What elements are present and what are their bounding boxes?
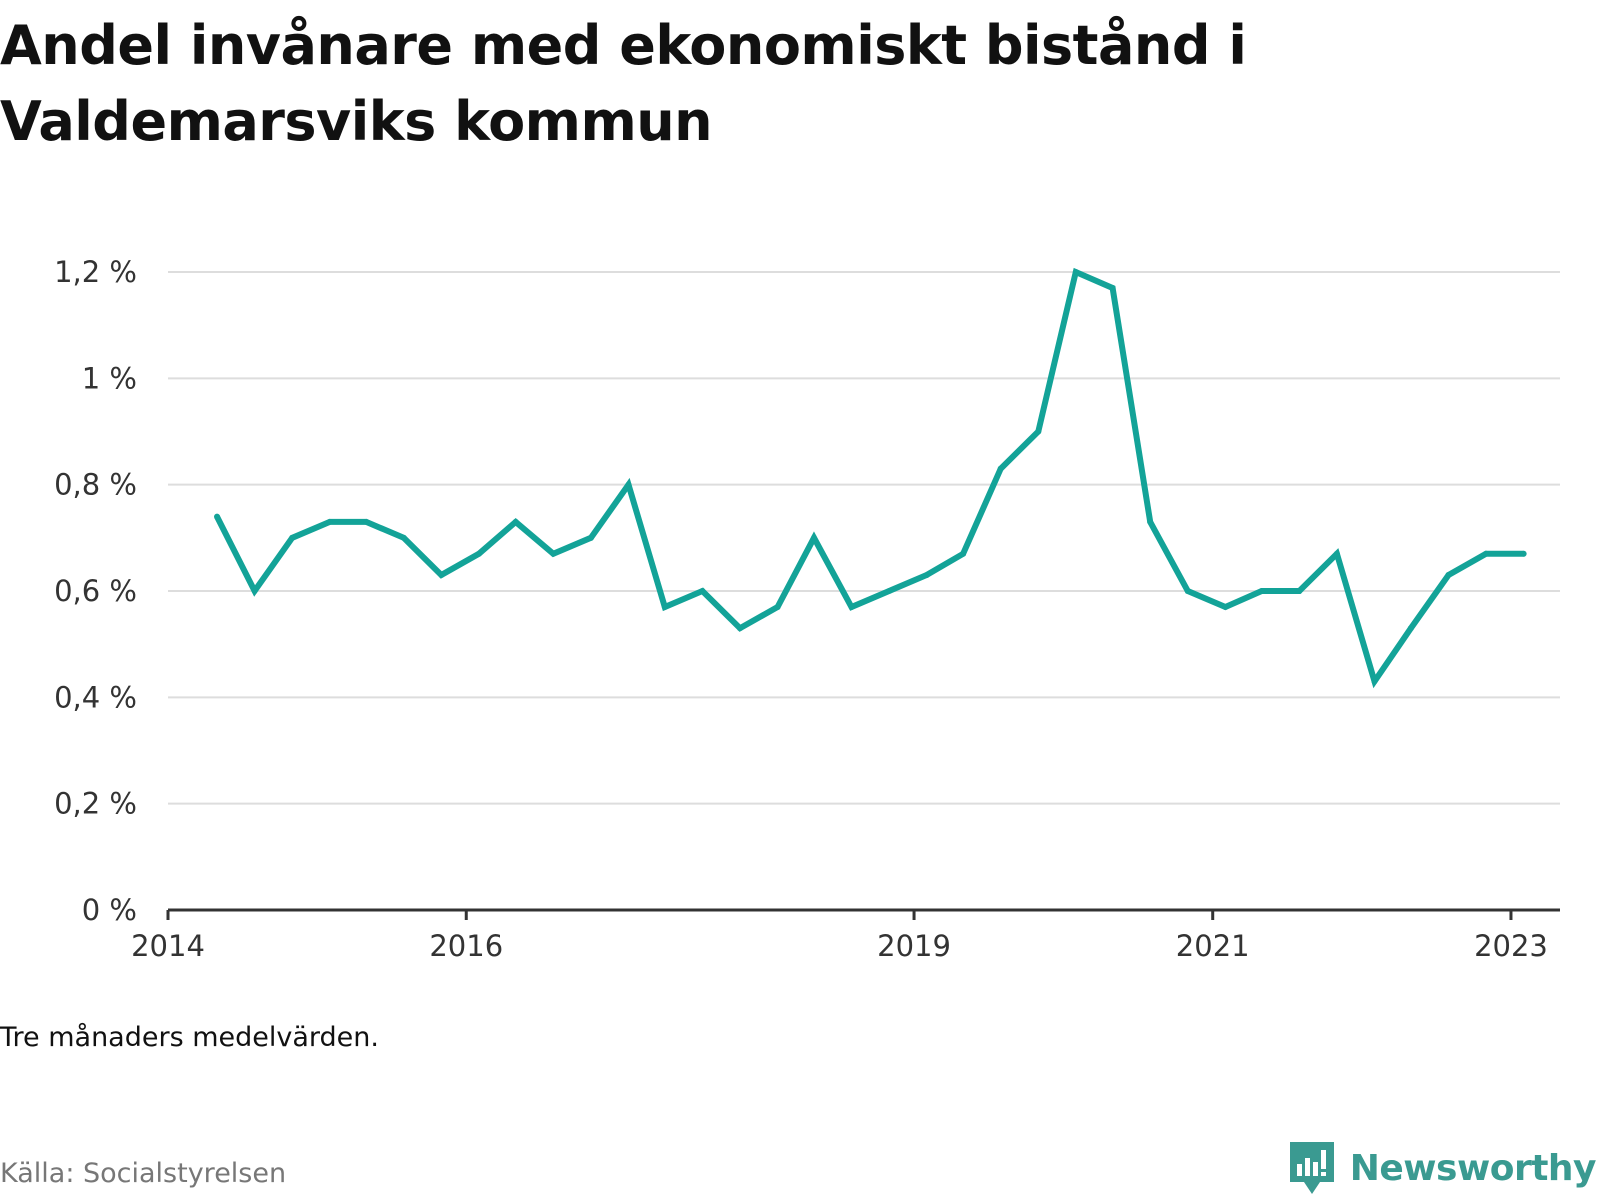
source-text: Källa: Socialstyrelsen: [0, 1158, 287, 1189]
series-layer: [214, 267, 1527, 689]
x-tick-label: 2023: [1474, 929, 1548, 963]
y-tick-label: 0,6 %: [54, 574, 137, 608]
data-point: [886, 588, 893, 594]
gridlines: [168, 271, 1560, 805]
y-tick-label: 0,2 %: [54, 787, 137, 821]
data-point: [1035, 428, 1042, 435]
data-point: [326, 518, 333, 525]
data-point: [997, 465, 1004, 472]
data-point: [699, 588, 706, 594]
x-tick-label: 2021: [1176, 929, 1250, 963]
data-point: [438, 572, 445, 579]
x-tick-label: 2014: [131, 929, 205, 963]
data-point: [587, 534, 594, 541]
data-point: [1258, 588, 1265, 594]
x-tick-label: 2016: [429, 929, 503, 963]
data-point: [1296, 588, 1303, 594]
newsworthy-logo-icon: [1289, 1142, 1334, 1194]
y-tick-label: 1,2 %: [54, 255, 137, 289]
chart-title: Andel invånare med ekonomiskt bistånd i …: [0, 14, 1247, 153]
data-point: [1222, 603, 1229, 610]
data-point: [960, 550, 967, 557]
data-point: [1333, 550, 1340, 557]
data-point: [625, 481, 632, 488]
data-point: [1109, 284, 1116, 291]
data-point: [400, 534, 407, 541]
data-point: [1407, 625, 1414, 632]
logo-text: Newsworthy: [1349, 1147, 1597, 1189]
y-axis-labels: 0 % 0,2 % 0,4 % 0,6 % 0,8 % 1 % 1,2 %: [54, 255, 137, 927]
y-tick-label: 0,8 %: [54, 468, 137, 502]
data-point: [363, 518, 370, 525]
data-point: [512, 518, 519, 525]
series-line: [214, 267, 1524, 689]
data-point: [774, 603, 781, 610]
data-point: [475, 550, 482, 557]
data-point: [1483, 550, 1490, 557]
x-axis-labels: 2014 2016 2019 2021 2023: [131, 929, 1548, 963]
data-point: [661, 603, 668, 610]
data-point: [1147, 518, 1154, 525]
data-point: [1520, 550, 1527, 557]
data-point: [736, 625, 743, 632]
data-point: [848, 603, 855, 610]
data-point: [550, 550, 557, 557]
data-point: [1371, 678, 1378, 685]
data-point: [1184, 588, 1191, 594]
data-point: [810, 534, 817, 541]
data-point: [251, 588, 258, 594]
data-point: [214, 513, 221, 520]
y-tick-label: 0,4 %: [54, 680, 137, 714]
newsworthy-logo: Newsworthy: [1286, 1138, 1597, 1198]
x-axis: [166, 908, 1560, 920]
data-point: [1072, 269, 1079, 275]
data-point: [923, 572, 930, 579]
x-tick-label: 2019: [877, 929, 951, 963]
data-point: [289, 534, 296, 541]
y-tick-label: 0 %: [82, 893, 137, 927]
y-tick-label: 1 %: [82, 361, 137, 395]
chart-note: Tre månaders medelvärden.: [0, 1022, 379, 1053]
data-point: [1445, 572, 1452, 579]
